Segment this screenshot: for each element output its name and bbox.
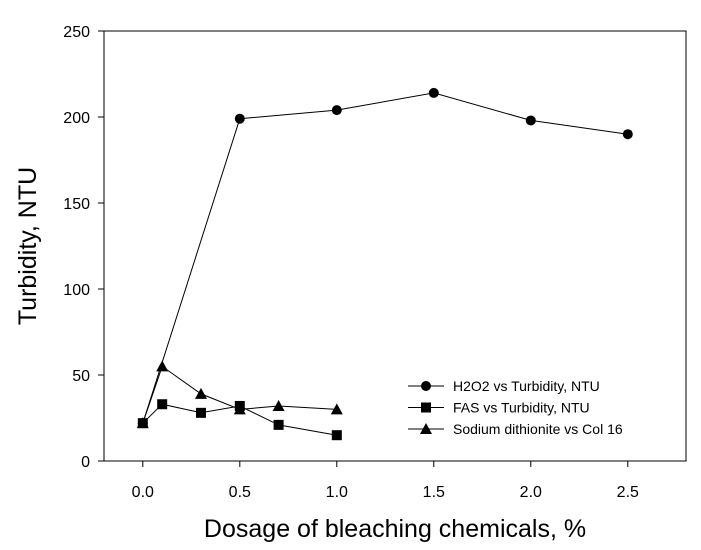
series-layer: [136, 87, 633, 441]
legend-label: H2O2 vs Turbidity, NTU: [453, 378, 600, 394]
data-point-circle: [234, 113, 245, 124]
data-point-square: [157, 399, 168, 410]
data-point-circle: [331, 105, 342, 116]
x-axis-title: Dosage of bleaching chemicals, %: [204, 515, 586, 543]
data-point-triangle: [330, 403, 343, 415]
legend-item: FAS vs Turbidity, NTU: [408, 400, 590, 416]
x-axis: 0.0 0.5 1.0 1.5 2.0 2.5: [132, 461, 639, 501]
legend-item: Sodium dithionite vs Col 16: [408, 421, 623, 437]
y-axis-title: Turbidity, NTU: [14, 167, 42, 325]
y-tick-label: 0: [81, 454, 90, 471]
data-point-circle: [525, 115, 536, 126]
legend-item: H2O2 vs Turbidity, NTU: [408, 378, 600, 394]
y-tick-label: 200: [63, 110, 90, 127]
x-tick-label: 0.0: [132, 484, 154, 501]
series-triangle: [136, 360, 343, 429]
legend-label: FAS vs Turbidity, NTU: [453, 400, 590, 416]
y-tick-label: 150: [63, 196, 90, 213]
x-tick-label: 0.5: [229, 484, 251, 501]
data-point-triangle: [156, 360, 169, 372]
plot-frame: [103, 30, 687, 462]
data-point-triangle: [136, 417, 149, 429]
legend-marker-square: [421, 402, 431, 413]
series-line: [142, 92, 628, 424]
y-tick-label: 100: [63, 282, 90, 299]
y-tick-label: 50: [72, 368, 90, 385]
data-point-triangle: [233, 403, 246, 415]
data-point-circle: [428, 87, 439, 98]
x-tick-label: 1.0: [326, 484, 348, 501]
series-line: [142, 365, 337, 424]
data-point-square: [273, 419, 284, 430]
legend: H2O2 vs Turbidity, NTU FAS vs Turbidity, …: [408, 378, 623, 437]
data-point-triangle: [272, 399, 285, 411]
data-point-square: [331, 430, 342, 441]
data-point-square: [196, 407, 206, 418]
data-point-circle: [622, 129, 633, 140]
data-point-triangle: [195, 387, 207, 399]
y-axis: 0 50 100 150 200 250: [63, 24, 104, 471]
y-tick-label: 250: [63, 24, 90, 41]
legend-marker-triangle: [420, 423, 432, 434]
x-tick-label: 2.5: [617, 484, 639, 501]
legend-marker-circle: [421, 381, 431, 391]
x-tick-label: 2.0: [520, 484, 542, 501]
legend-label: Sodium dithionite vs Col 16: [453, 421, 623, 437]
x-tick-label: 1.5: [423, 484, 445, 501]
